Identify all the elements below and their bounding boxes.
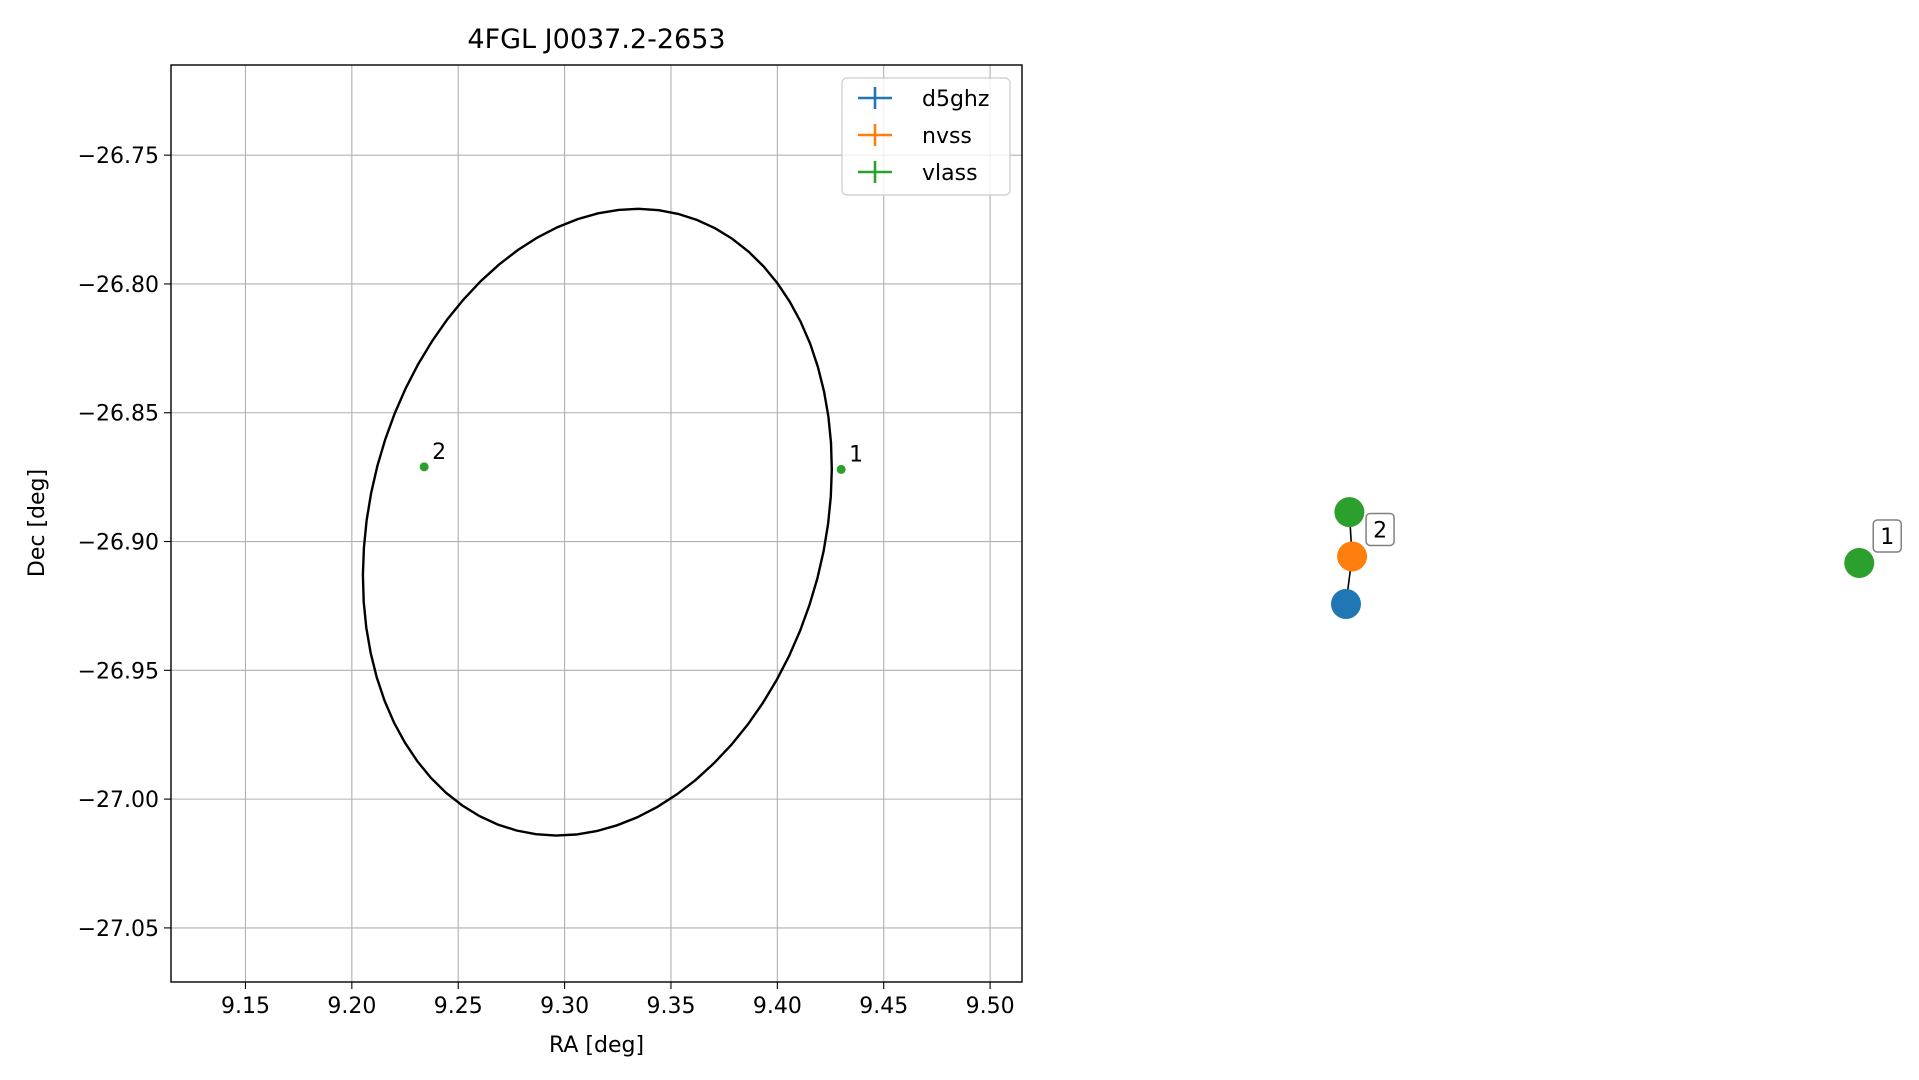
error-ellipse bbox=[361, 207, 834, 837]
x-axis-label: RA [deg] bbox=[549, 1033, 644, 1058]
x-tick-label: 9.20 bbox=[327, 994, 376, 1019]
legend: d5ghz nvss vlass bbox=[841, 77, 1011, 196]
data-point bbox=[419, 462, 429, 472]
graph-node bbox=[1331, 589, 1361, 619]
graph-node bbox=[1334, 497, 1365, 528]
x-tick-label: 9.40 bbox=[753, 994, 802, 1019]
y-tick-label: −27.05 bbox=[78, 917, 159, 942]
x-tick-label: 9.50 bbox=[966, 994, 1015, 1019]
graph-node-label: 1 bbox=[1880, 525, 1894, 550]
data-point bbox=[836, 464, 846, 474]
x-axis-ticks: 9.15 9.20 9.25 9.30 9.35 9.40 9.45 9.50 bbox=[221, 982, 1015, 1019]
graph-node-label: 2 bbox=[1373, 518, 1387, 543]
legend-box bbox=[841, 77, 1011, 196]
legend-label: vlass bbox=[922, 161, 978, 186]
legend-label: nvss bbox=[922, 124, 972, 149]
y-tick-label: −26.80 bbox=[78, 273, 159, 298]
legend-label: d5ghz bbox=[922, 87, 989, 112]
graph-node bbox=[1337, 541, 1368, 572]
x-tick-label: 9.35 bbox=[646, 994, 695, 1019]
y-tick-label: −26.95 bbox=[78, 659, 159, 684]
point-label: 2 bbox=[432, 440, 446, 465]
axes-frame bbox=[170, 64, 1023, 983]
graph-node-label-box bbox=[1872, 519, 1902, 553]
source-points: 12 bbox=[419, 440, 863, 474]
y-tick-label: −26.85 bbox=[78, 402, 159, 427]
y-axis-label: Dec [deg] bbox=[25, 469, 50, 577]
y-axis-ticks: −26.75 −26.80 −26.85 −26.90 −26.95 −27.00 −27.… bbox=[78, 144, 171, 942]
y-tick-label: −26.75 bbox=[78, 144, 159, 169]
grid-lines bbox=[171, 65, 1022, 982]
sky-map-panel: 12 9.15 9.20 9.25 9.30 9.35 9.40 9.45 9.50 −26.… bbox=[25, 24, 1023, 1058]
x-tick-label: 9.25 bbox=[434, 994, 483, 1019]
graph-node-label-box bbox=[1365, 512, 1395, 547]
y-tick-label: −27.00 bbox=[78, 788, 159, 813]
point-label: 1 bbox=[849, 442, 863, 467]
y-tick-label: −26.90 bbox=[78, 531, 159, 556]
x-tick-label: 9.45 bbox=[859, 994, 908, 1019]
chart-title: 4FGL J0037.2-2653 bbox=[467, 24, 725, 55]
x-tick-label: 9.30 bbox=[540, 994, 589, 1019]
x-tick-label: 9.15 bbox=[221, 994, 270, 1019]
error-ellipse-path bbox=[361, 207, 834, 837]
graph-node bbox=[1844, 548, 1875, 578]
